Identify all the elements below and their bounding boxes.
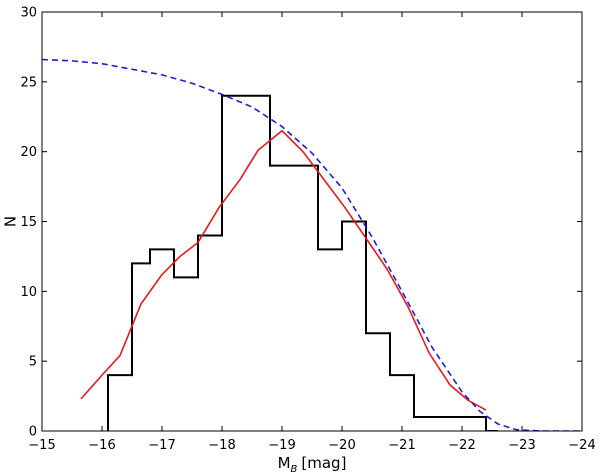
x-axis-title-unit: [mag] <box>301 454 346 472</box>
y-tick-label: 10 <box>20 285 37 300</box>
histogram-series <box>107 94 498 431</box>
x-tick-label: −16 <box>88 438 115 453</box>
y-tick-label: 25 <box>20 75 37 90</box>
plot-area <box>42 58 582 431</box>
x-axis-title-subscript: B <box>291 464 298 475</box>
y-tick-label: 15 <box>20 215 37 230</box>
x-tick-label: −17 <box>148 438 175 453</box>
x-tick-label: −18 <box>208 438 235 453</box>
x-axis-title: MB [mag] <box>278 454 347 475</box>
y-tick-label: 0 <box>29 425 37 440</box>
y-tick-label: 20 <box>20 145 37 160</box>
x-tick-label: −21 <box>388 438 415 453</box>
axis-ticks: −15 −16 −17 −18 −19 −20 −21 −22 −23 −24 0 5 10 15 20 25… <box>20 6 595 454</box>
x-axis-title-main: M <box>278 454 291 472</box>
x-tick-label: −20 <box>328 438 355 453</box>
y-tick-label: 30 <box>20 6 37 21</box>
x-tick-label: −19 <box>268 438 295 453</box>
blue-dashed-fit-series <box>42 58 582 431</box>
x-tick-label: −24 <box>568 438 595 453</box>
x-tick-label: −23 <box>508 438 535 453</box>
x-tick-label: −15 <box>28 438 55 453</box>
plot-series <box>42 58 582 431</box>
x-tick-label: −22 <box>448 438 475 453</box>
red-line-series <box>80 129 487 411</box>
y-tick-label: 5 <box>29 355 37 370</box>
y-axis-title: N <box>2 216 20 227</box>
